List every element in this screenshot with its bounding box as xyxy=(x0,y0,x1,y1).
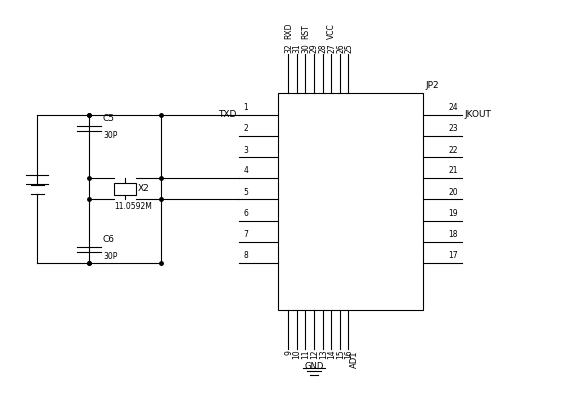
Text: JP2: JP2 xyxy=(425,81,439,90)
Text: 27: 27 xyxy=(327,43,336,53)
Text: 19: 19 xyxy=(448,209,458,218)
Text: JKOUT: JKOUT xyxy=(465,111,492,119)
Text: VCC: VCC xyxy=(327,23,336,39)
Text: 13: 13 xyxy=(319,350,328,359)
Text: 1: 1 xyxy=(243,103,248,112)
Text: GND: GND xyxy=(304,361,324,371)
Text: 21: 21 xyxy=(448,166,458,176)
Text: 10: 10 xyxy=(293,350,302,359)
Text: 26: 26 xyxy=(336,43,345,53)
Text: X2: X2 xyxy=(138,184,149,194)
Text: 22: 22 xyxy=(448,146,458,155)
Text: 32: 32 xyxy=(284,43,293,53)
Text: 17: 17 xyxy=(448,251,458,260)
Text: 31: 31 xyxy=(293,43,302,53)
Bar xyxy=(114,183,137,195)
Text: 23: 23 xyxy=(448,124,458,133)
Text: 30P: 30P xyxy=(103,131,117,140)
Text: 11.0592M: 11.0592M xyxy=(114,202,152,211)
Text: 6: 6 xyxy=(243,209,248,218)
Text: 16: 16 xyxy=(345,350,353,359)
Text: 5: 5 xyxy=(243,188,248,197)
Text: 20: 20 xyxy=(448,188,458,197)
Text: 15: 15 xyxy=(336,350,345,359)
Text: 12: 12 xyxy=(310,350,319,359)
Text: 25: 25 xyxy=(345,43,353,53)
Text: C6: C6 xyxy=(103,235,115,244)
Text: 30P: 30P xyxy=(103,252,117,261)
Text: 30: 30 xyxy=(302,43,311,53)
Text: 3: 3 xyxy=(243,146,248,155)
Text: 4: 4 xyxy=(243,166,248,176)
Text: 2: 2 xyxy=(243,124,248,133)
Text: RXD: RXD xyxy=(284,22,293,39)
Text: 18: 18 xyxy=(448,230,458,239)
Text: C5: C5 xyxy=(103,115,115,123)
Bar xyxy=(278,93,423,310)
Text: RST: RST xyxy=(302,24,311,39)
Text: 9: 9 xyxy=(284,350,293,355)
Text: 11: 11 xyxy=(302,350,311,359)
Text: 28: 28 xyxy=(319,43,328,53)
Text: 14: 14 xyxy=(327,350,336,359)
Text: 24: 24 xyxy=(448,103,458,112)
Text: TXD: TXD xyxy=(218,111,237,119)
Text: 29: 29 xyxy=(310,43,319,53)
Text: AD1: AD1 xyxy=(350,350,359,368)
Text: 7: 7 xyxy=(243,230,248,239)
Text: 8: 8 xyxy=(243,251,248,260)
